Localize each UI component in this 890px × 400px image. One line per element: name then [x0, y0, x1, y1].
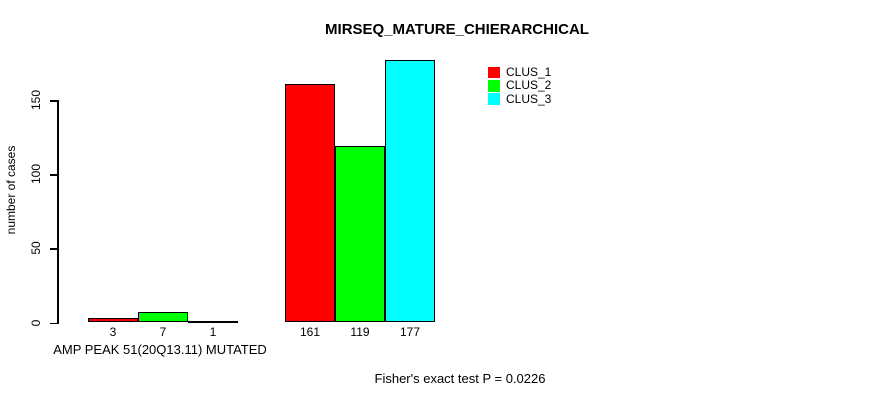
bar-clus_1-group2 — [285, 83, 335, 323]
bar-value-label: 119 — [350, 324, 370, 339]
legend-label: CLUS_1 — [506, 65, 552, 80]
bar-clus_2-group1 — [138, 312, 188, 323]
bar-value-label: 1 — [209, 324, 217, 339]
legend-item: CLUS_3 — [488, 91, 552, 106]
legend: CLUS_1 CLUS_2 CLUS_3 — [488, 66, 551, 106]
legend-label: CLUS_3 — [506, 91, 552, 106]
y-axis-tick — [50, 322, 57, 324]
legend-item: CLUS_2 — [488, 79, 551, 92]
y-axis-tick-label: 0 — [29, 319, 43, 326]
y-axis-tick — [50, 248, 57, 250]
y-axis-tick-label: 50 — [29, 241, 43, 256]
legend-color-swatch — [488, 80, 500, 92]
bar-value-label: 3 — [109, 324, 117, 339]
legend-item: CLUS_1 — [488, 66, 551, 79]
stat-annotation: Fisher's exact test P = 0.0226 — [374, 371, 546, 386]
bar-value-label: 7 — [159, 324, 167, 339]
bar-clus_1-group1 — [88, 318, 138, 323]
y-axis-tick — [50, 100, 57, 102]
y-axis-tick-label: 150 — [29, 89, 43, 111]
legend-label: CLUS_2 — [506, 78, 552, 93]
bar-clus_3-group1 — [188, 321, 238, 323]
y-axis-line — [57, 100, 59, 324]
y-axis-label: number of cases — [4, 145, 18, 235]
y-axis-tick — [50, 174, 57, 176]
bar-clus_2-group2 — [335, 145, 385, 323]
bar-clus_3-group2 — [385, 59, 435, 323]
legend-color-swatch — [488, 93, 500, 105]
bar-value-label: 177 — [399, 324, 421, 339]
legend-color-swatch — [488, 66, 500, 79]
chart-title: MIRSEQ_MATURE_CHIERARCHICAL — [325, 21, 589, 38]
bar-value-label: 161 — [299, 324, 321, 339]
y-axis-tick-label: 100 — [29, 164, 43, 185]
x-axis-group-label: AMP PEAK 51(20Q13.11) MUTATED — [53, 342, 267, 357]
